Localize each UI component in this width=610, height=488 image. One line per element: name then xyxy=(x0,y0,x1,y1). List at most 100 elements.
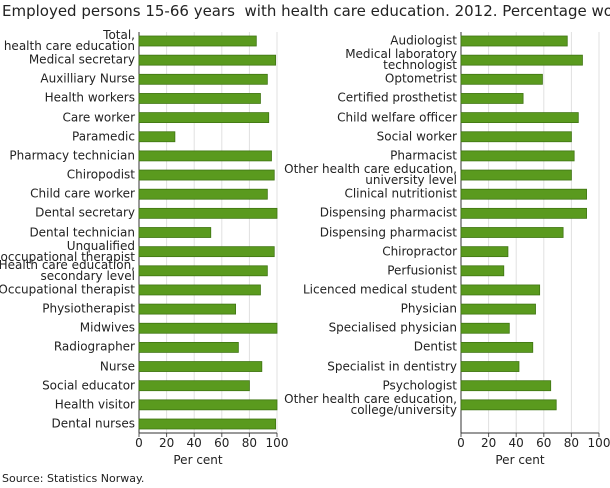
y-tick-label: Dispensing pharmacist xyxy=(319,205,457,220)
bar xyxy=(138,35,257,47)
y-tick-label: Psychologist xyxy=(382,378,457,393)
bar xyxy=(460,322,510,334)
bar xyxy=(460,112,579,123)
y-tick-label: Specialist in dentistry xyxy=(327,359,457,374)
y-tick-label: Perfusionist xyxy=(387,263,457,278)
bar xyxy=(138,361,263,372)
y-tick-label: Occupational therapist xyxy=(0,282,135,297)
y-tick-label: Midwives xyxy=(79,320,135,335)
bar xyxy=(460,93,524,104)
bar xyxy=(138,131,176,143)
y-tick-label: Physiotherapist xyxy=(42,301,135,316)
x-axis-label: Per cent xyxy=(173,453,223,467)
bar xyxy=(460,303,536,315)
bar xyxy=(138,93,261,104)
y-tick-label: Social educator xyxy=(42,378,135,393)
y-tick-label: Health workers xyxy=(44,90,135,105)
bar xyxy=(460,169,572,181)
bar xyxy=(460,341,534,353)
bar xyxy=(460,150,575,162)
bar xyxy=(460,361,520,372)
y-tick-label: Social worker xyxy=(376,129,457,144)
bar xyxy=(138,169,275,181)
bar xyxy=(138,112,270,123)
y-tick-label: Health care education, secondary level xyxy=(0,257,135,283)
bar xyxy=(460,35,568,47)
y-tick-label: Care worker xyxy=(62,110,135,125)
y-tick-label: Licenced medical student xyxy=(302,282,457,297)
bar xyxy=(138,399,278,411)
y-tick-label: Nurse xyxy=(99,359,135,374)
bar xyxy=(460,399,557,411)
bar xyxy=(138,322,278,334)
y-tick-label: Other health care education, college/uni… xyxy=(284,391,457,417)
bar xyxy=(460,380,552,392)
y-tick-label: Audiologist xyxy=(390,33,457,48)
y-tick-label: Clinical nutritionist xyxy=(344,186,457,201)
y-tick-label: Medical secretary xyxy=(28,52,135,67)
y-tick-label: Dental nurses xyxy=(51,416,135,431)
bar xyxy=(138,246,275,258)
bar xyxy=(460,227,564,238)
x-tick-label: 20 xyxy=(481,436,496,450)
bar xyxy=(460,131,572,143)
y-tick-label: Total, health care education xyxy=(3,28,135,53)
y-tick-label: Physician xyxy=(400,301,457,316)
bar xyxy=(138,54,277,66)
bar xyxy=(138,341,239,353)
bar xyxy=(138,188,268,200)
bar xyxy=(138,284,261,296)
bar xyxy=(460,73,543,85)
bar xyxy=(138,73,268,85)
bar xyxy=(138,227,212,238)
bar xyxy=(138,207,278,219)
source: Source: Statistics Norway. xyxy=(2,472,145,485)
bar xyxy=(138,265,268,277)
y-tick-label: Pharmacy technician xyxy=(9,148,135,163)
x-tick-label: 20 xyxy=(159,436,174,450)
y-tick-label: Dental technician xyxy=(29,225,135,239)
y-tick-label: Health visitor xyxy=(54,397,135,412)
y-tick-label: Specialised physician xyxy=(328,320,457,335)
x-tick-label: 80 xyxy=(242,436,257,450)
y-tick-label: Certified prosthetist xyxy=(337,90,457,105)
bar xyxy=(138,303,236,315)
x-tick-label: 40 xyxy=(509,436,524,450)
bar xyxy=(138,150,272,162)
x-axis-label: Per cent xyxy=(495,453,545,467)
x-tick-label: 60 xyxy=(536,436,551,450)
y-tick-label: Optometrist xyxy=(384,71,457,86)
bar xyxy=(460,284,541,296)
y-tick-label: Chiropodist xyxy=(66,167,135,182)
y-tick-label: Medical laboratory technologist xyxy=(345,47,457,73)
x-tick-label: 40 xyxy=(187,436,202,450)
chart-title: Employed persons 15-66 years with health… xyxy=(2,2,610,20)
x-tick-label: 0 xyxy=(457,436,465,450)
x-tick-label: 100 xyxy=(588,436,610,450)
y-tick-label: Dentist xyxy=(413,339,457,354)
bar xyxy=(460,54,583,66)
x-tick-label: 100 xyxy=(266,436,289,450)
y-tick-label: Unqualified occupational therapist xyxy=(0,238,136,264)
x-tick-label: 80 xyxy=(564,436,579,450)
x-tick-label: 0 xyxy=(135,436,143,450)
bar xyxy=(460,246,509,258)
y-tick-label: Pharmacist xyxy=(390,148,457,163)
y-tick-label: Radiographer xyxy=(53,339,135,354)
bar xyxy=(138,380,250,392)
y-tick-label: Paramedic xyxy=(72,129,135,144)
y-tick-label: Chiropractor xyxy=(382,244,457,259)
bar xyxy=(138,418,277,430)
bar xyxy=(460,265,505,277)
bar xyxy=(460,207,587,219)
y-tick-label: Auxilliary Nurse xyxy=(40,71,135,86)
y-tick-label: Child welfare officer xyxy=(337,110,457,125)
y-tick-label: Dental secretary xyxy=(35,205,135,220)
y-tick-label: Other health care education, university … xyxy=(284,162,457,188)
x-tick-label: 60 xyxy=(214,436,229,450)
y-tick-label: Dispensing pharmacist xyxy=(319,225,457,239)
bar xyxy=(460,188,587,200)
y-tick-label: Child care worker xyxy=(30,186,135,201)
